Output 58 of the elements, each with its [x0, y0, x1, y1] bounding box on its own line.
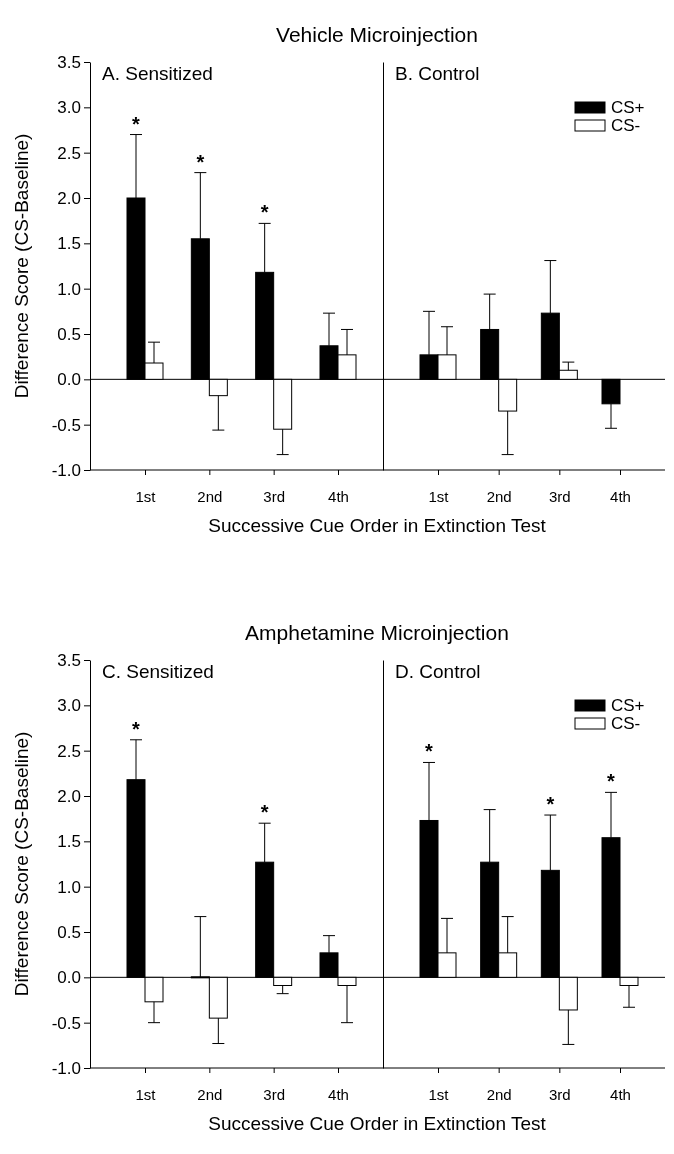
x-tick-label: 4th [328, 488, 349, 505]
x-tick-label: 1st [135, 488, 157, 505]
y-tick-label: 1.5 [57, 234, 81, 254]
chart-subtitle: Vehicle Microinjection [276, 23, 478, 46]
y-tick-label: -1.0 [51, 460, 81, 480]
y-tick-label: -0.5 [51, 1013, 81, 1033]
y-tick-label: 3.5 [57, 52, 81, 72]
annotation: * [260, 201, 269, 224]
y-tick-label: 1.0 [57, 279, 81, 299]
annotation: * [260, 801, 269, 824]
x-tick-label: 4th [610, 488, 631, 505]
x-tick-label: 2nd [486, 488, 512, 505]
x-tick-label: 3rd [548, 488, 571, 505]
chart-title: A. Sensitized [102, 63, 213, 84]
x-tick-label: 3rd [263, 1086, 286, 1103]
legend-label: CS+ [611, 98, 645, 117]
annotation: * [196, 150, 205, 173]
y-axis-title: Difference Score (CS-Baseline) [11, 731, 32, 997]
annotation: * [132, 112, 141, 135]
x-tick-label: 1st [135, 1086, 157, 1103]
legend-label: CS+ [611, 696, 645, 715]
x-axis-title: Successive Cue Order in Extinction Test [208, 1113, 547, 1134]
x-tick-label: 1st [428, 1086, 450, 1103]
y-tick-label: 0.0 [57, 968, 81, 988]
chart-subtitle: Amphetamine Microinjection [245, 621, 509, 644]
y-tick-label: 0.0 [57, 370, 81, 390]
y-tick-label: 1.0 [57, 877, 81, 897]
chart-title: B. Control [395, 63, 480, 84]
y-tick-label: 0.5 [57, 922, 81, 942]
x-tick-label: 4th [610, 1086, 631, 1103]
legend-label: CS- [611, 714, 641, 733]
legend-label: CS- [611, 116, 641, 135]
y-axis-title: Difference Score (CS-Baseline) [11, 133, 32, 399]
y-tick-label: -0.5 [51, 415, 81, 435]
y-tick-label: 2.5 [57, 741, 81, 761]
x-tick-label: 3rd [548, 1086, 571, 1103]
y-tick-label: 0.5 [57, 324, 81, 344]
y-tick-label: 3.0 [57, 98, 81, 118]
annotation: * [132, 717, 141, 740]
y-tick-label: 3.5 [57, 650, 81, 670]
y-tick-label: 1.5 [57, 832, 81, 852]
annotation: * [425, 740, 434, 763]
y-tick-label: 2.0 [57, 188, 81, 208]
x-tick-label: 2nd [197, 1086, 223, 1103]
x-tick-label: 1st [428, 488, 450, 505]
chart-title: C. Sensitized [102, 661, 214, 682]
annotation: * [546, 793, 555, 816]
x-tick-label: 2nd [197, 488, 223, 505]
y-tick-label: 3.0 [57, 696, 81, 716]
y-tick-label: 2.5 [57, 143, 81, 163]
annotation: * [607, 770, 616, 793]
x-tick-label: 2nd [486, 1086, 512, 1103]
x-tick-label: 3rd [263, 488, 286, 505]
y-tick-label: 2.0 [57, 786, 81, 806]
x-tick-label: 4th [328, 1086, 349, 1103]
chart-title: D. Control [395, 661, 481, 682]
x-axis-title: Successive Cue Order in Extinction Test [208, 515, 547, 536]
y-tick-label: -1.0 [51, 1058, 81, 1078]
